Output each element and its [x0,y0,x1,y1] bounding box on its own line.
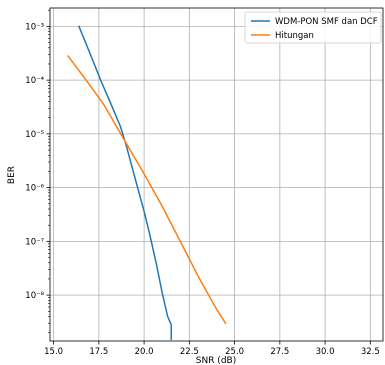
legend: WDM-PON SMF dan DCF Hitungan [244,11,382,44]
legend-label-series-2: Hitungan [275,31,314,41]
y-tick-label: 10⁻⁸ [25,291,44,301]
legend-label-series-1: WDM-PON SMF dan DCF [275,17,378,27]
x-tick-label: 20.0 [135,347,154,357]
x-tick-label: 17.5 [89,347,108,357]
plot-frame [49,7,384,342]
x-tick-label: 22.5 [180,347,199,357]
x-axis-label: SNR (dB) [196,356,236,365]
y-axis-label: BER [7,166,17,184]
grid-lines [50,8,383,341]
y-tick-label: 10⁻⁷ [25,237,44,247]
series-line-2 [67,55,227,325]
series-lines [67,25,227,341]
x-tick-label: 27.5 [270,347,289,357]
legend-box [244,11,382,44]
y-tick-label: 10⁻⁵ [25,130,44,140]
axis-ticks: 15.0 17.5 20.0 22.5 25.0 27.5 30.0 32.5 10⁻³ 10⁻⁴… [25,9,380,357]
series-line-1 [77,25,173,341]
y-tick-label: 10⁻³ [25,22,44,32]
x-tick-label: 30.0 [316,347,335,357]
y-tick-label: 10⁻⁴ [25,76,44,86]
x-tick-label: 15.0 [44,347,63,357]
x-tick-label: 25.0 [225,347,244,357]
y-tick-label: 10⁻⁶ [25,184,44,194]
x-tick-label: 32.5 [361,347,380,357]
